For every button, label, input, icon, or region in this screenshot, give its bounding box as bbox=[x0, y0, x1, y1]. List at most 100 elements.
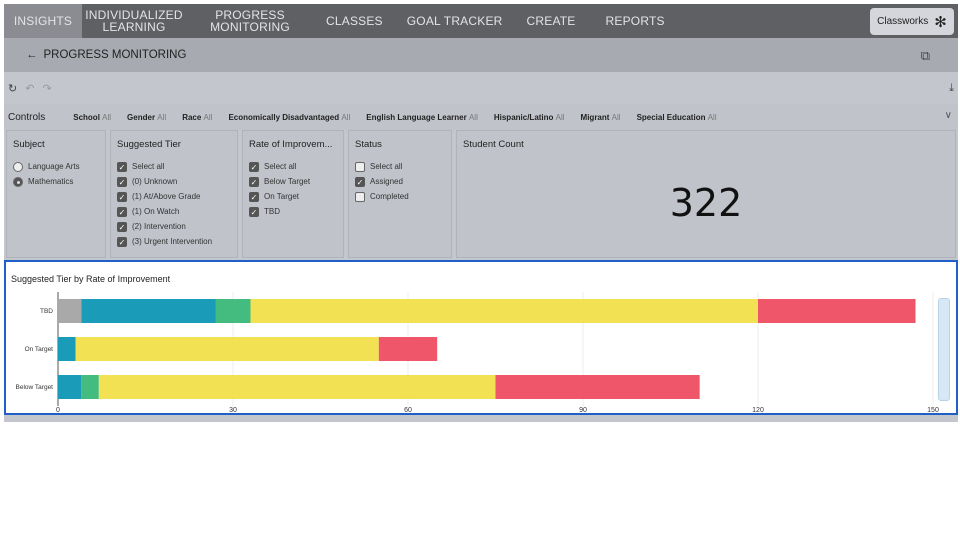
bar-segment--2-intervention[interactable] bbox=[75, 337, 379, 361]
filter-gender[interactable]: Gender All bbox=[127, 113, 166, 122]
bar-segment--3-urgent-intervention[interactable] bbox=[758, 299, 916, 323]
checkbox-icon[interactable]: ✓ bbox=[117, 161, 127, 172]
checkbox-select-all[interactable]: ✓ Select all bbox=[117, 159, 231, 174]
x-tick-label: 0 bbox=[56, 407, 60, 413]
option-label: Select all bbox=[264, 162, 297, 171]
app: INSIGHTS INDIVIDUALIZED LEARNING PROGRES… bbox=[4, 4, 958, 422]
option-label: Assigned bbox=[370, 177, 403, 186]
filter-value: All bbox=[468, 112, 478, 122]
tab-reports[interactable]: REPORTS bbox=[605, 14, 665, 28]
bar-segment--0-unknown[interactable] bbox=[58, 299, 82, 323]
bar-chart: 0 30 60 90 120 150 TBD On Target Below Target bbox=[16, 292, 939, 413]
option-label: (3) Urgent Intervention bbox=[132, 237, 213, 246]
option-label: Mathematics bbox=[28, 177, 74, 186]
filter-name: School bbox=[73, 112, 100, 122]
checkbox-tbd[interactable]: ✓ TBD bbox=[249, 204, 337, 219]
filter-value: All bbox=[611, 112, 621, 122]
brand-name: Classworks bbox=[877, 16, 929, 27]
checkbox-icon[interactable]: ✓ bbox=[117, 176, 127, 187]
filter-english-language-learner[interactable]: English Language Learner All bbox=[366, 113, 478, 122]
radio-icon[interactable] bbox=[13, 176, 23, 187]
bar-segment--2-intervention[interactable] bbox=[250, 299, 759, 323]
back-arrow-icon[interactable]: ← bbox=[26, 49, 38, 61]
checkbox-below-target[interactable]: ✓ Below Target bbox=[249, 174, 337, 189]
bar-segment--3-urgent-intervention[interactable] bbox=[378, 337, 438, 361]
checkbox-assigned[interactable]: ✓ Assigned bbox=[355, 174, 445, 189]
checkbox--1-on-watch[interactable]: ✓ (1) On Watch bbox=[117, 204, 231, 219]
x-tick-label: 90 bbox=[579, 407, 587, 413]
checkbox-select-all[interactable]: Select all bbox=[355, 159, 445, 174]
checkbox-completed[interactable]: Completed bbox=[355, 189, 445, 204]
suggested-tier-filter: Suggested Tier ✓ Select all ✓ (0) Unknown ✓ (… bbox=[110, 130, 238, 258]
checkbox-icon[interactable]: ✓ bbox=[117, 236, 127, 247]
checkbox--1-at-above-grade[interactable]: ✓ (1) At/Above Grade bbox=[117, 189, 231, 204]
radio-language-arts[interactable]: Language Arts bbox=[13, 159, 99, 174]
tab-insights[interactable]: INSIGHTS bbox=[4, 4, 82, 38]
checkbox-icon[interactable] bbox=[355, 191, 365, 202]
x-tick-label: 30 bbox=[229, 407, 237, 413]
filter-name: Economically Disadvantaged bbox=[228, 112, 340, 122]
filter-value: All bbox=[707, 112, 717, 122]
checkbox--0-unknown[interactable]: ✓ (0) Unknown bbox=[117, 174, 231, 189]
roi-title: Rate of Improvem... bbox=[249, 139, 333, 150]
option-label: Select all bbox=[370, 162, 403, 171]
tab-goal-tracker[interactable]: GOAL TRACKER bbox=[406, 14, 503, 28]
chevron-down-icon[interactable]: ∨ bbox=[944, 110, 952, 121]
checkbox-icon[interactable]: ✓ bbox=[249, 161, 259, 172]
option-label: (1) On Watch bbox=[132, 207, 180, 216]
page-title: PROGRESS MONITORING bbox=[43, 49, 187, 61]
checkbox-select-all[interactable]: ✓ Select all bbox=[249, 159, 337, 174]
option-label: (2) Intervention bbox=[132, 222, 186, 231]
filter-migrant[interactable]: Migrant All bbox=[581, 113, 621, 122]
bar-segment--3-urgent-intervention[interactable] bbox=[495, 375, 700, 399]
tab-individualized-learning[interactable]: INDIVIDUALIZED LEARNING bbox=[85, 8, 183, 34]
filter-value: All bbox=[157, 112, 167, 122]
checkbox-icon[interactable]: ✓ bbox=[249, 176, 259, 187]
download-icon[interactable]: ⤓ bbox=[949, 82, 954, 94]
filter-special-education[interactable]: Special Education All bbox=[637, 113, 717, 122]
bar-segment--1-on-watch[interactable] bbox=[81, 375, 99, 399]
bar-segment--1-at-above-grade[interactable] bbox=[81, 299, 216, 323]
chart-card[interactable]: Suggested Tier by Rate of Improvement 0 3… bbox=[4, 260, 958, 415]
option-label: Language Arts bbox=[28, 162, 80, 171]
classworks-brand-button[interactable]: Classworks ✻ bbox=[870, 8, 954, 35]
filter-economically-disadvantaged[interactable]: Economically Disadvantaged All bbox=[228, 113, 350, 122]
bar-segment--1-at-above-grade[interactable] bbox=[58, 375, 82, 399]
x-tick-label: 150 bbox=[927, 407, 939, 413]
checkbox--3-urgent-intervention[interactable]: ✓ (3) Urgent Intervention bbox=[117, 234, 231, 249]
checkbox--2-intervention[interactable]: ✓ (2) Intervention bbox=[117, 219, 231, 234]
tier-title: Suggested Tier bbox=[117, 139, 181, 150]
reset-icon[interactable]: ↻ bbox=[8, 83, 18, 95]
redo-icon[interactable]: ↷ bbox=[42, 83, 52, 95]
checkbox-icon[interactable] bbox=[355, 161, 365, 172]
radio-mathematics[interactable]: Mathematics bbox=[13, 174, 99, 189]
tab-create[interactable]: CREATE bbox=[526, 14, 576, 28]
status-title: Status bbox=[355, 139, 382, 150]
checkbox-icon[interactable]: ✓ bbox=[117, 191, 127, 202]
y-tick-label: Below Target bbox=[16, 384, 54, 391]
filter-hispanic-latino[interactable]: Hispanic/Latino All bbox=[494, 113, 565, 122]
checkbox-icon[interactable]: ✓ bbox=[355, 176, 365, 187]
radio-icon[interactable] bbox=[13, 161, 23, 172]
bar-segment--1-at-above-grade[interactable] bbox=[58, 337, 76, 361]
bar-segment--1-on-watch[interactable] bbox=[215, 299, 251, 323]
filter-value: All bbox=[102, 112, 112, 122]
open-external-icon[interactable]: ⧉ bbox=[920, 48, 930, 63]
checkbox-icon[interactable]: ✓ bbox=[249, 206, 259, 217]
rate-of-improvement-filter: Rate of Improvem... ✓ Select all ✓ Below Ta… bbox=[242, 130, 344, 258]
chart-scrollbar[interactable] bbox=[938, 298, 950, 401]
tab-classes[interactable]: CLASSES bbox=[326, 14, 383, 28]
tab-progress-monitoring[interactable]: PROGRESS MONITORING bbox=[210, 8, 290, 34]
checkbox-icon[interactable]: ✓ bbox=[249, 191, 259, 202]
student-count-value: 322 bbox=[669, 181, 743, 225]
bar-segment--2-intervention[interactable] bbox=[98, 375, 496, 399]
filter-race[interactable]: Race All bbox=[182, 113, 212, 122]
checkbox-icon[interactable]: ✓ bbox=[117, 206, 127, 217]
undo-icon[interactable]: ↶ bbox=[25, 83, 35, 95]
filter-name: Gender bbox=[127, 112, 156, 122]
filter-school[interactable]: School All bbox=[73, 113, 111, 122]
checkbox-on-target[interactable]: ✓ On Target bbox=[249, 189, 337, 204]
option-label: Below Target bbox=[264, 177, 311, 186]
option-label: (0) Unknown bbox=[132, 177, 178, 186]
checkbox-icon[interactable]: ✓ bbox=[117, 221, 127, 232]
